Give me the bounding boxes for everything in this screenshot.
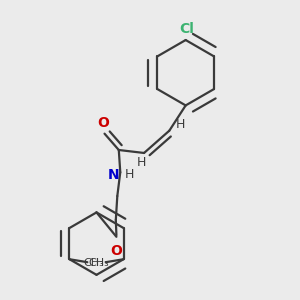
Text: Cl: Cl bbox=[180, 22, 195, 37]
Text: O: O bbox=[110, 244, 122, 258]
Text: H: H bbox=[136, 156, 146, 169]
Text: H: H bbox=[124, 168, 134, 181]
Text: CH₃: CH₃ bbox=[84, 258, 104, 268]
Text: N: N bbox=[108, 168, 120, 182]
Text: CH₃: CH₃ bbox=[88, 258, 109, 268]
Text: H: H bbox=[176, 118, 185, 131]
Text: O: O bbox=[97, 116, 109, 130]
